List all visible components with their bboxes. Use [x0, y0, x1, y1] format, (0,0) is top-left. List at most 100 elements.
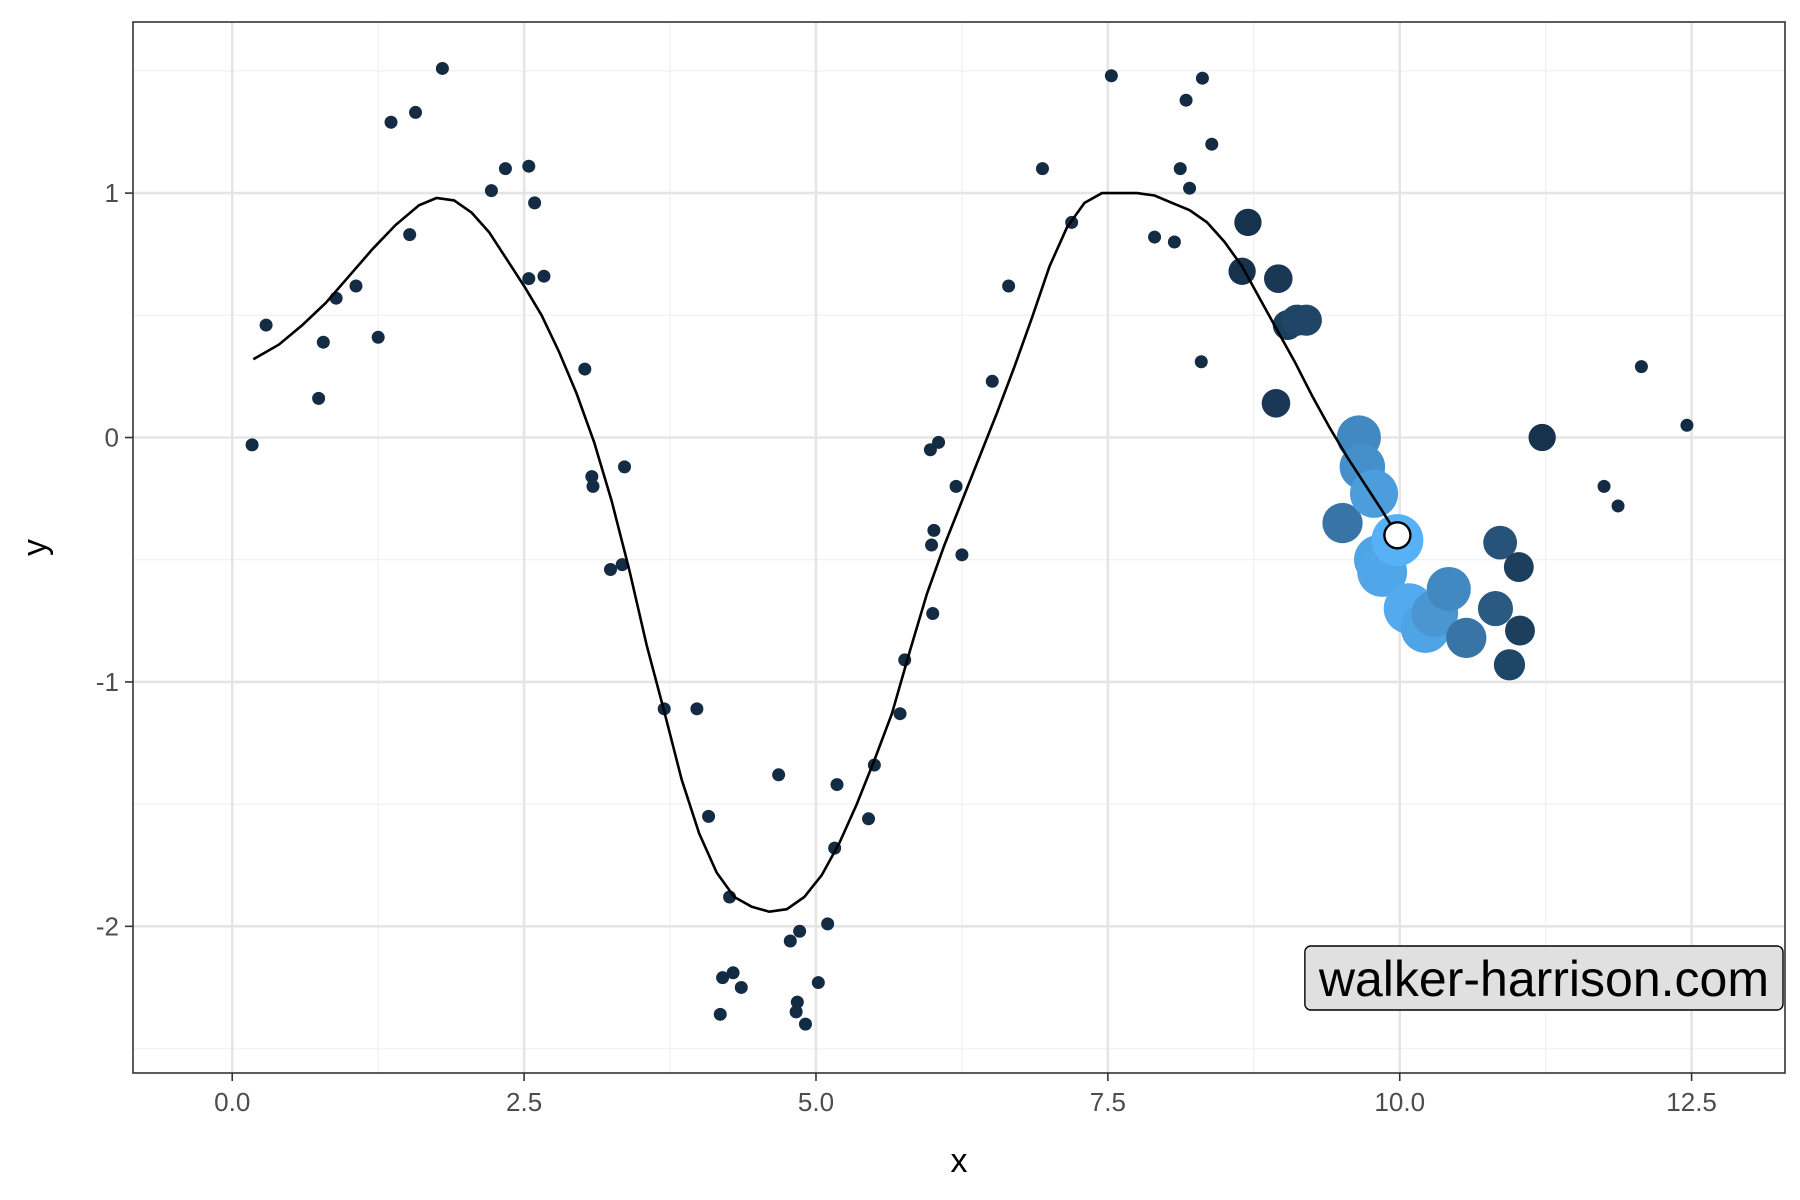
data-point: [522, 159, 536, 173]
data-point: [528, 196, 542, 210]
data-point: [793, 924, 807, 938]
data-point: [926, 606, 940, 620]
data-point: [1167, 235, 1181, 249]
data-point: [578, 362, 592, 376]
data-point: [789, 1005, 803, 1019]
data-point: [713, 1007, 727, 1021]
data-point: [932, 435, 946, 449]
data-point: [403, 228, 417, 242]
y-tick-label: -1: [96, 667, 119, 697]
data-point: [985, 374, 999, 388]
data-point: [371, 330, 385, 344]
data-point: [1680, 418, 1694, 432]
panel-border: [132, 21, 1786, 1074]
neighbor-point: [1505, 615, 1535, 646]
data-point: [537, 269, 551, 283]
data-point: [927, 523, 941, 537]
y-tick-label: 1: [105, 178, 119, 208]
watermark-text: walker-harrison.com: [1318, 951, 1769, 1007]
neighbor-point: [1426, 566, 1471, 612]
neighbor-point: [1264, 264, 1293, 293]
data-point: [1634, 360, 1648, 374]
data-point: [1104, 69, 1118, 83]
neighbor-point: [1290, 304, 1322, 336]
y-axis-title: y: [16, 539, 54, 556]
data-point: [259, 318, 273, 332]
data-point: [821, 917, 835, 931]
data-point: [783, 934, 797, 948]
neighbor-point: [1349, 469, 1399, 518]
data-point: [435, 61, 449, 75]
data-point: [1611, 499, 1625, 513]
data-point: [949, 479, 963, 493]
data-point: [1205, 137, 1219, 151]
data-point: [1597, 479, 1611, 493]
smooth-line: [252, 191, 1399, 914]
data-point: [726, 966, 740, 980]
data-point: [618, 460, 632, 474]
data-point: [798, 1017, 812, 1031]
y-tick-label: -2: [96, 911, 119, 941]
data-point: [604, 562, 618, 576]
data-point: [925, 538, 939, 552]
watermark-label: walker-harrison.com: [1304, 945, 1784, 1011]
data-point: [790, 995, 804, 1009]
neighbor-point: [1477, 591, 1514, 627]
data-point: [1173, 162, 1187, 176]
data-point: [716, 971, 730, 985]
data-point: [1035, 162, 1049, 176]
data-point: [1183, 181, 1197, 195]
data-point: [522, 272, 536, 286]
data-point: [245, 438, 259, 452]
neighbor-point: [1503, 552, 1534, 583]
data-point: [409, 105, 423, 119]
x-tick-label: 0.0: [214, 1087, 250, 1117]
x-tick-label: 2.5: [506, 1087, 542, 1117]
data-point: [1002, 279, 1016, 293]
neighbor-point: [1528, 423, 1556, 452]
data-point: [1148, 230, 1162, 244]
panel-background: [133, 22, 1785, 1073]
data-point: [830, 778, 844, 792]
data-point: [690, 702, 704, 716]
data-point: [734, 980, 748, 994]
data-point: [586, 479, 600, 493]
x-axis: 0.0 2.5 5.0 7.5 10.0 12.5: [214, 1073, 1717, 1117]
x-tick-label: 5.0: [798, 1087, 834, 1117]
neighbor-point: [1228, 257, 1256, 285]
current-point-marker: [1383, 521, 1412, 550]
data-point: [1195, 71, 1209, 85]
neighbor-point: [1483, 525, 1518, 560]
watermark-box: [1304, 945, 1784, 1011]
points-layer: [245, 61, 1694, 1031]
data-point: [585, 470, 599, 484]
neighbor-point: [1234, 208, 1262, 237]
data-point: [862, 812, 876, 826]
data-point: [349, 279, 363, 293]
y-tick-label: 0: [105, 423, 119, 453]
data-point: [484, 184, 498, 198]
y-axis: -2 -1 0 1: [96, 178, 133, 941]
x-axis-title: x: [951, 1142, 968, 1180]
x-tick-label: 12.5: [1666, 1087, 1717, 1117]
data-point: [1194, 355, 1208, 369]
data-point: [329, 291, 343, 305]
data-point: [498, 162, 512, 176]
data-point: [316, 335, 330, 349]
data-point: [615, 558, 629, 572]
neighbor-point: [1261, 388, 1291, 418]
data-point: [772, 768, 786, 782]
neighbor-points-layer: [1228, 208, 1556, 681]
x-tick-label: 7.5: [1090, 1087, 1126, 1117]
data-point: [384, 115, 398, 129]
data-point: [955, 548, 969, 562]
minor-gridlines: [133, 22, 1785, 1073]
neighbor-point: [1493, 649, 1526, 681]
data-point: [1179, 93, 1193, 107]
neighbor-point: [1446, 617, 1487, 659]
x-tick-label: 10.0: [1374, 1087, 1425, 1117]
neighbor-point: [1322, 502, 1363, 544]
data-point: [312, 391, 326, 405]
data-point: [811, 976, 825, 990]
